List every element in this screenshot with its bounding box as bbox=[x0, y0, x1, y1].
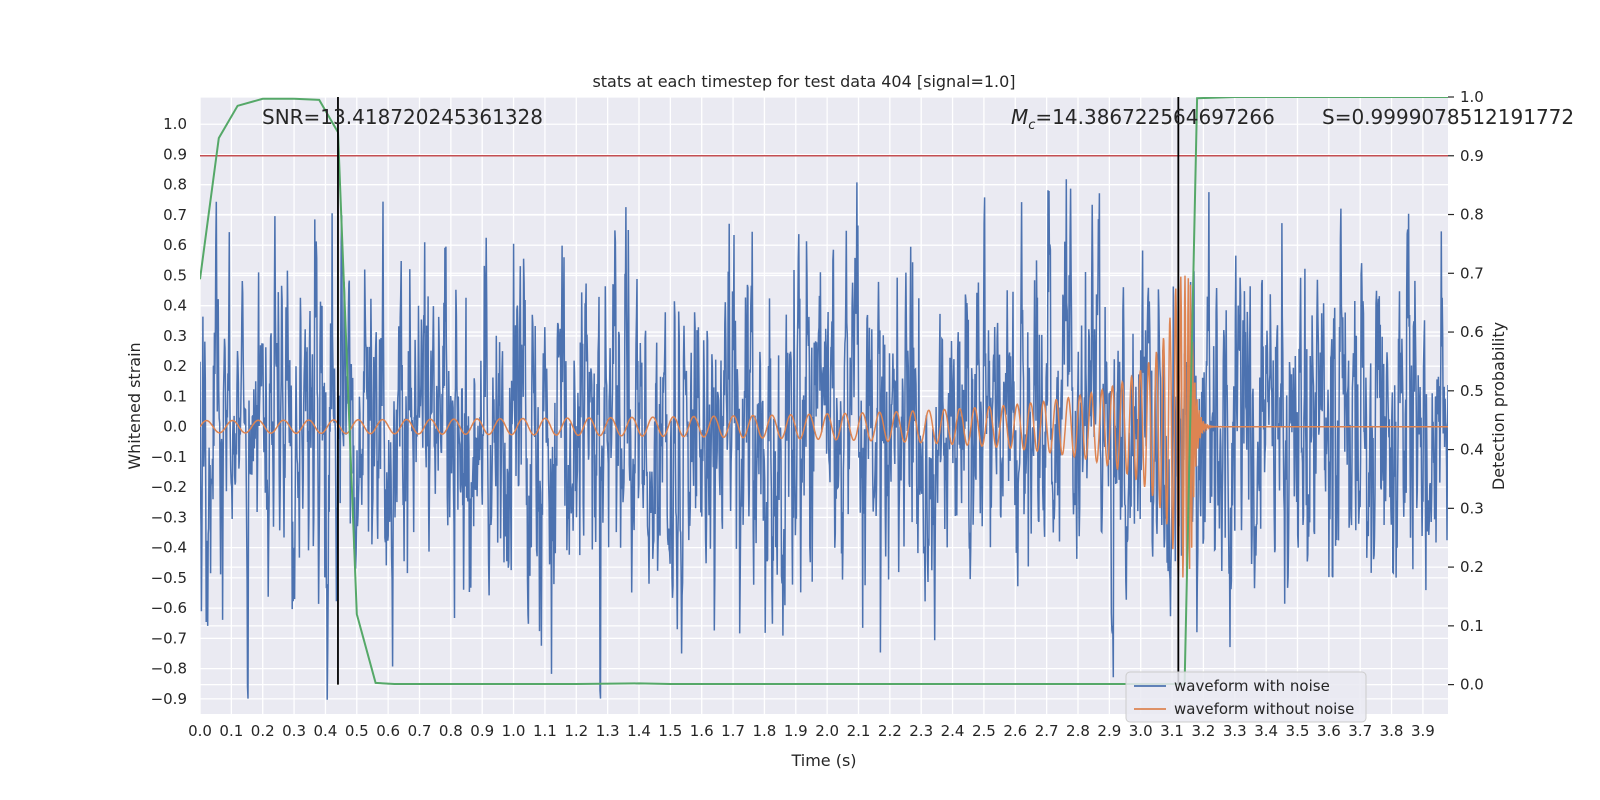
y-tick-label-left: −0.4 bbox=[151, 539, 187, 557]
x-tick-label: 3.5 bbox=[1286, 722, 1310, 740]
y-axis-label-right: Detection probability bbox=[1489, 322, 1508, 490]
x-tick-label: 1.8 bbox=[752, 722, 776, 740]
x-tick-label: 0.2 bbox=[251, 722, 275, 740]
x-tick-label: 3.3 bbox=[1223, 722, 1247, 740]
legend-label-waveform-with-noise: waveform with noise bbox=[1174, 677, 1330, 695]
x-tick-label: 3.1 bbox=[1160, 722, 1184, 740]
waveform-without-noise-line bbox=[200, 275, 1448, 578]
y-tick-label-left: −0.6 bbox=[151, 599, 187, 617]
y-tick-label-right: 0.0 bbox=[1460, 676, 1484, 694]
y-tick-label-right: 0.6 bbox=[1460, 323, 1484, 341]
x-tick-label: 2.5 bbox=[972, 722, 996, 740]
x-tick-label: 2.0 bbox=[815, 722, 839, 740]
y-tick-label-right: 1.0 bbox=[1460, 88, 1484, 106]
x-tick-label: 2.1 bbox=[847, 722, 871, 740]
legend: waveform with noise waveform without noi… bbox=[1125, 671, 1367, 723]
x-tick-label: 3.8 bbox=[1380, 722, 1404, 740]
x-tick-label: 3.2 bbox=[1191, 722, 1215, 740]
x-tick-label: 0.3 bbox=[282, 722, 306, 740]
y-tick-label-right: 0.4 bbox=[1460, 441, 1484, 459]
y-ticks-right: 1.0 0.9 0.8 0.7 0.6 0.5 0.4 0.3 0.2 0.1 0.0 bbox=[1448, 88, 1484, 694]
x-tick-label: 3.4 bbox=[1254, 722, 1278, 740]
x-tick-label: 1.3 bbox=[596, 722, 620, 740]
legend-box bbox=[1125, 671, 1367, 723]
y-tick-label-right: 0.8 bbox=[1460, 206, 1484, 224]
y-axis-label-left: Whitened strain bbox=[125, 342, 144, 469]
mc-subscript: c bbox=[1028, 118, 1035, 133]
x-tick-label: 2.3 bbox=[909, 722, 933, 740]
x-ticks: 0.0 0.1 0.2 0.3 0.4 0.5 0.6 0.7 0.8 0.9 1.0 1.1 1.2 1… bbox=[188, 722, 1435, 740]
event-markers bbox=[337, 97, 1180, 685]
x-tick-label: 0.7 bbox=[408, 722, 432, 740]
y-tick-label-left: −0.2 bbox=[151, 478, 187, 496]
x-tick-label: 1.0 bbox=[502, 722, 526, 740]
x-tick-label: 1.4 bbox=[627, 722, 651, 740]
y-tick-label-left: −0.9 bbox=[151, 690, 187, 708]
y-tick-label-left: 0.3 bbox=[163, 327, 187, 345]
x-tick-label: 1.1 bbox=[533, 722, 557, 740]
waveform-with-noise-line bbox=[200, 179, 1448, 700]
x-tick-label: 2.4 bbox=[941, 722, 965, 740]
y-tick-label-left: −0.5 bbox=[151, 569, 187, 587]
y-tick-label-left: −0.3 bbox=[151, 508, 187, 526]
y-tick-label-left: 0.7 bbox=[163, 206, 187, 224]
y-tick-label-right: 0.3 bbox=[1460, 499, 1484, 517]
y-ticks-left: 1.0 0.9 0.8 0.7 0.6 0.5 0.4 0.3 0.2 0.1 0.0 −0.1 −0.… bbox=[151, 115, 187, 708]
y-tick-label-left: 0.2 bbox=[163, 357, 187, 375]
mc-symbol: M bbox=[1011, 105, 1028, 129]
y-tick-label-right: 0.1 bbox=[1460, 617, 1484, 635]
y-tick-label-left: −0.8 bbox=[151, 660, 187, 678]
x-tick-label: 0.4 bbox=[313, 722, 337, 740]
mc-value: =14.386722564697266 bbox=[1035, 105, 1274, 129]
legend-label-waveform-without-noise: waveform without noise bbox=[1174, 700, 1354, 718]
y-tick-label-right: 0.2 bbox=[1460, 558, 1484, 576]
y-tick-label-left: 0.6 bbox=[163, 236, 187, 254]
y-tick-label-left: 0.5 bbox=[163, 266, 187, 284]
y-tick-label-left: 0.8 bbox=[163, 176, 187, 194]
x-axis-label: Time (s) bbox=[790, 751, 856, 770]
y-tick-label-left: 0.9 bbox=[163, 145, 187, 163]
y-tick-label-right: 0.5 bbox=[1460, 382, 1484, 400]
chart-title: stats at each timestep for test data 404… bbox=[592, 72, 1015, 91]
x-tick-label: 0.9 bbox=[470, 722, 494, 740]
x-tick-label: 0.1 bbox=[219, 722, 243, 740]
x-tick-label: 3.9 bbox=[1411, 722, 1435, 740]
x-tick-label: 1.7 bbox=[721, 722, 745, 740]
x-tick-label: 2.8 bbox=[1066, 722, 1090, 740]
x-tick-label: 1.6 bbox=[690, 722, 714, 740]
x-tick-label: 1.9 bbox=[784, 722, 808, 740]
y-tick-label-left: −0.7 bbox=[151, 629, 187, 647]
y-tick-label-left: 0.4 bbox=[163, 297, 187, 315]
y-tick-label-left: −0.1 bbox=[151, 448, 187, 466]
x-tick-label: 1.5 bbox=[658, 722, 682, 740]
y-tick-label-left: 1.0 bbox=[163, 115, 187, 133]
x-tick-label: 2.2 bbox=[878, 722, 902, 740]
x-tick-label: 0.5 bbox=[345, 722, 369, 740]
x-tick-label: 3.0 bbox=[1129, 722, 1153, 740]
y-tick-label-right: 0.7 bbox=[1460, 264, 1484, 282]
mc-annotation: Mc=14.386722564697266 bbox=[1011, 105, 1275, 133]
detection-probability-line bbox=[200, 97, 1448, 685]
x-tick-label: 0.0 bbox=[188, 722, 212, 740]
x-tick-label: 2.6 bbox=[1003, 722, 1027, 740]
x-tick-label: 0.6 bbox=[376, 722, 400, 740]
y-tick-label-left: 0.1 bbox=[163, 387, 187, 405]
y-tick-label-right: 0.9 bbox=[1460, 147, 1484, 165]
s-annotation: S=0.9999078512191772 bbox=[1322, 105, 1574, 129]
y-tick-label-left: 0.0 bbox=[163, 418, 187, 436]
x-tick-label: 3.7 bbox=[1348, 722, 1372, 740]
x-tick-label: 2.9 bbox=[1097, 722, 1121, 740]
x-tick-label: 1.2 bbox=[564, 722, 588, 740]
snr-annotation: SNR=13.418720245361328 bbox=[262, 105, 543, 129]
x-tick-label: 2.7 bbox=[1035, 722, 1059, 740]
x-tick-label: 3.6 bbox=[1317, 722, 1341, 740]
x-tick-label: 0.8 bbox=[439, 722, 463, 740]
